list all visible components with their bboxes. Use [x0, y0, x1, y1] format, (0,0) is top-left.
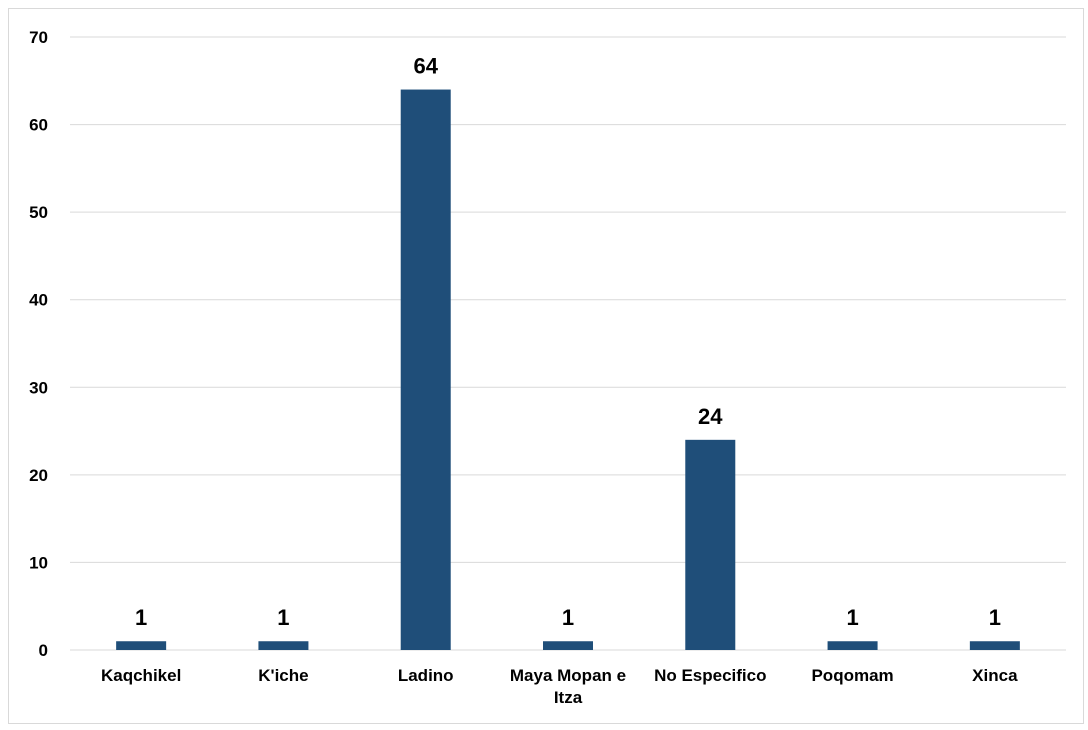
x-tick-label: Kaqchikel: [101, 666, 181, 685]
bar: [543, 641, 593, 650]
x-tick-label: No Especifico: [654, 666, 766, 685]
x-tick-label: Poqomam: [811, 666, 893, 685]
data-label: 1: [135, 605, 147, 630]
x-tick-label: Ladino: [398, 666, 454, 685]
data-label: 64: [413, 54, 438, 79]
data-label: 1: [562, 605, 574, 630]
bar: [969, 641, 1020, 650]
bar: [400, 89, 451, 651]
bar: [827, 641, 878, 650]
bar: [258, 641, 309, 650]
chart-frame: [8, 8, 1084, 724]
data-label: 1: [989, 605, 1001, 630]
gridlines: [70, 36, 1066, 651]
y-tick-label: 40: [29, 291, 48, 310]
x-tick-label: K'iche: [258, 666, 308, 685]
y-tick-label: 10: [29, 553, 48, 572]
y-tick-label: 50: [29, 203, 48, 222]
y-tick-label: 30: [29, 378, 48, 397]
x-tick-label: Xinca: [972, 666, 1018, 685]
y-tick-label: 70: [29, 28, 48, 47]
y-tick-label: 60: [29, 116, 48, 135]
y-tick-label: 0: [39, 641, 48, 660]
x-axis-labels: Kaqchikel K'iche Ladino Maya Mopan e Itza No …: [101, 666, 1018, 707]
bar: [685, 439, 736, 650]
y-axis-ticks: 0 10 20 30 40 50 60 70: [29, 28, 48, 660]
data-labels: 1 1 64 1 24 1 1: [135, 54, 1001, 631]
data-label: 1: [846, 605, 858, 630]
bar: [116, 641, 167, 650]
bars: [116, 89, 1020, 651]
y-tick-label: 20: [29, 466, 48, 485]
data-label: 1: [277, 605, 289, 630]
x-tick-label: Maya Mopan e Itza: [510, 666, 626, 707]
data-label: 24: [698, 404, 723, 429]
